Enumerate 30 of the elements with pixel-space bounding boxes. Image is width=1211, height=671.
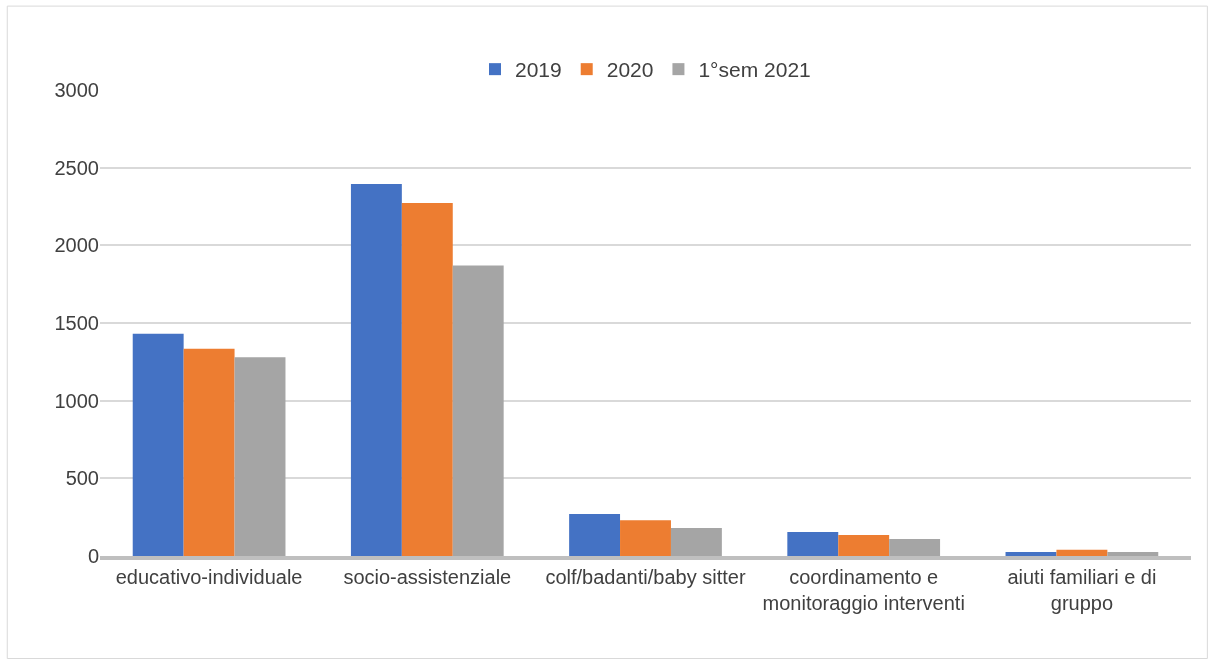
legend-label: 1°sem 2021 [698, 58, 811, 82]
bar [1107, 552, 1159, 556]
x-tick-label: aiuti familiari e di gruppo [1007, 566, 1157, 614]
y-tick-label: 3000 [54, 79, 99, 101]
bar [569, 514, 621, 556]
bar [132, 333, 184, 556]
bar [350, 183, 402, 556]
y-tick-label: 0 [87, 545, 99, 567]
bar [620, 520, 671, 556]
bar [787, 531, 839, 556]
y-tick-label: 2000 [54, 234, 99, 257]
bar [1056, 549, 1108, 556]
bar [670, 528, 722, 556]
y-tick-label: 1000 [54, 389, 99, 412]
bar [1005, 552, 1057, 556]
x-tick-label: educativo-individuale [115, 566, 303, 588]
bar [838, 535, 890, 556]
x-tick-label: colf/badanti/baby sitter [545, 566, 746, 588]
y-tick-label: 1500 [54, 312, 99, 334]
x-tick-label: coordinamento e monitoraggio interventi [762, 566, 965, 614]
legend-label: 2020 [606, 58, 654, 82]
x-tick-label: socio-assistenziale [343, 566, 512, 588]
bar [401, 202, 453, 556]
legend-label: 2019 [515, 58, 562, 82]
bar [889, 538, 941, 556]
bar [452, 265, 504, 556]
bar [183, 348, 235, 556]
y-tick-label: 2500 [54, 156, 99, 179]
y-tick-label: 500 [65, 467, 99, 490]
bar [234, 357, 286, 556]
